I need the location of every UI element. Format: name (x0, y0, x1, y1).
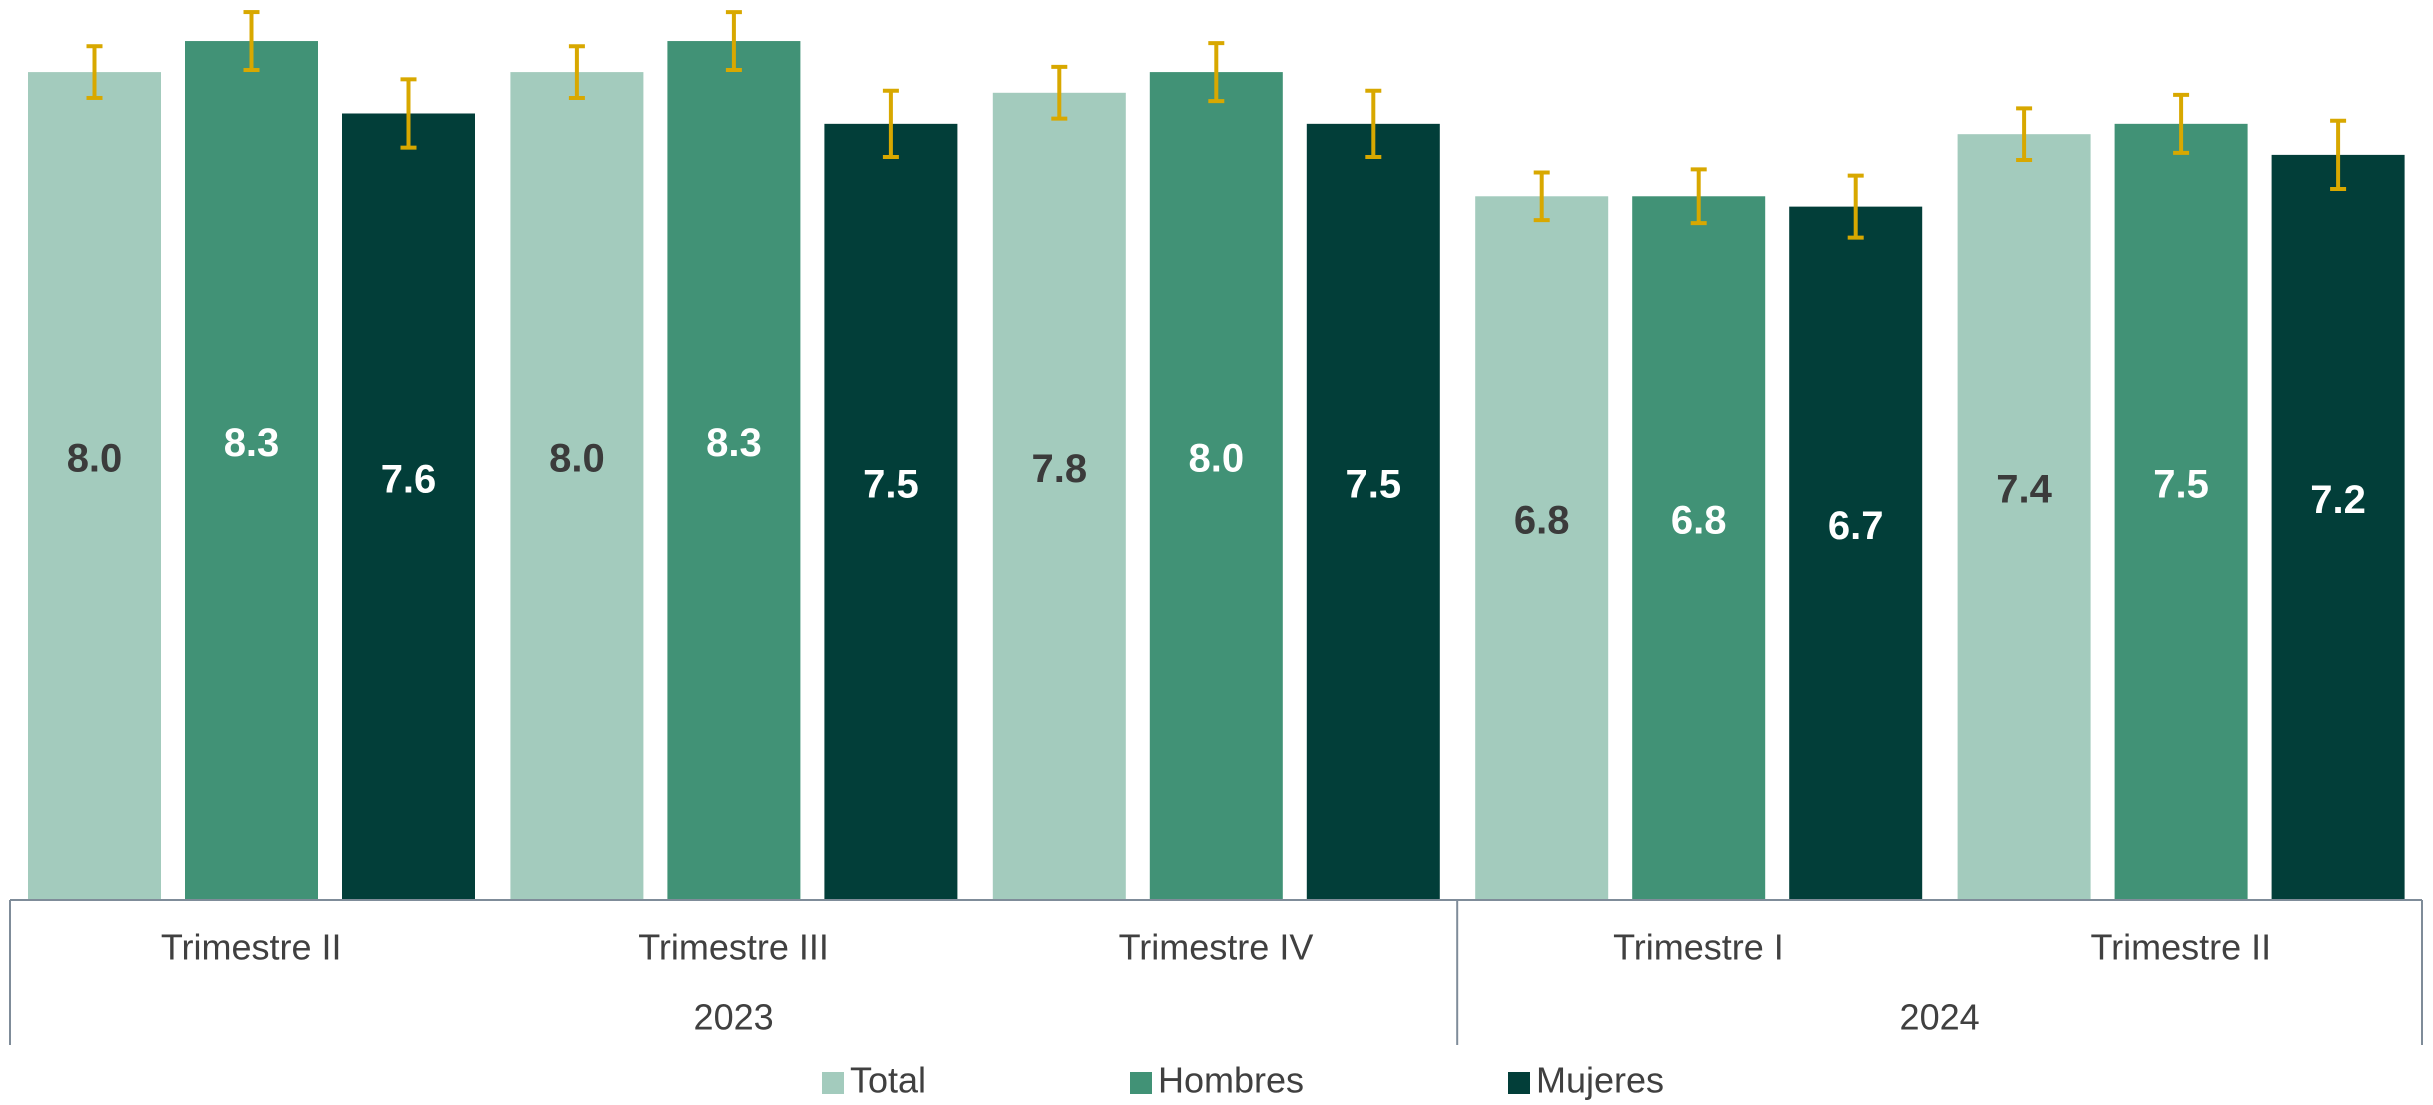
bar-mujeres-2 (1306, 123, 1440, 900)
bar-value-label: 7.5 (863, 462, 919, 506)
x-axis: Trimestre II Trimestre III Trimestre IV Tri… (9, 899, 2423, 1045)
bar-hombres-3 (1632, 196, 1766, 901)
category-label: Trimestre I (1613, 927, 1784, 968)
category-label: Trimestre IV (1119, 927, 1314, 968)
error-bar-total-1 (568, 44, 585, 100)
error-bar-total-2 (1051, 64, 1068, 121)
error-bar-hombres-0 (243, 10, 260, 73)
category-label: Trimestre II (161, 927, 342, 968)
error-bar-hombres-4 (2173, 92, 2190, 155)
bar-value-label: 6.8 (1514, 499, 1570, 543)
bar-labels-layer: 8.0 8.3 7.6 8.0 8.3 7.5 7.8 8.0 7.5 6.8 6.8 6.7 7.4 7… (67, 421, 2366, 548)
legend-item-total: Total (822, 1060, 926, 1101)
bar-value-label: 8.3 (706, 421, 762, 465)
error-bar-mujeres-0 (400, 77, 417, 150)
bar-value-label: 7.4 (1996, 468, 2052, 512)
category-label: Trimestre II (2090, 927, 2271, 968)
error-bar-mujeres-3 (1847, 173, 1864, 240)
error-bar-hombres-1 (725, 10, 742, 73)
bar-mujeres-1 (824, 123, 958, 900)
bar-total-2 (992, 92, 1126, 900)
error-bars-layer (86, 10, 2347, 240)
legend-label: Total (850, 1060, 926, 1101)
bar-mujeres-4 (2271, 154, 2405, 900)
bar-value-label: 7.6 (381, 457, 437, 501)
bars-layer (28, 41, 2405, 901)
error-bar-hombres-3 (1690, 167, 1707, 226)
bar-value-label: 8.0 (549, 437, 605, 481)
bar-total-4 (1957, 134, 2091, 901)
bar-total-3 (1475, 196, 1609, 901)
legend-item-mujeres: Mujeres (1508, 1060, 1664, 1101)
category-label: Trimestre III (638, 927, 829, 968)
legend-item-hombres: Hombres (1130, 1060, 1304, 1101)
error-bar-mujeres-4 (2330, 118, 2347, 192)
bar-value-label: 7.5 (2153, 462, 2209, 506)
bar-mujeres-0 (342, 113, 475, 900)
legend-swatch (1130, 1072, 1152, 1094)
bar-hombres-0 (185, 41, 318, 901)
error-bar-total-0 (86, 44, 103, 100)
legend-swatch (1508, 1072, 1530, 1094)
bar-value-label: 8.3 (224, 421, 280, 465)
bar-mujeres-3 (1789, 206, 1923, 900)
bar-value-label: 7.8 (1031, 447, 1087, 491)
legend-label: Hombres (1158, 1060, 1304, 1101)
group-label: 2023 (694, 997, 774, 1038)
bar-value-label: 6.8 (1671, 499, 1727, 543)
bar-value-label: 7.2 (2310, 478, 2366, 522)
error-bar-mujeres-1 (882, 88, 899, 159)
bar-total-1 (510, 72, 644, 901)
group-label: 2024 (1900, 997, 1980, 1038)
bar-total-0 (28, 72, 161, 901)
error-bar-total-3 (1533, 170, 1550, 223)
bar-value-label: 8.0 (67, 437, 123, 481)
error-bar-hombres-2 (1208, 41, 1225, 104)
bar-value-label: 6.7 (1828, 504, 1884, 548)
bar-hombres-1 (667, 41, 801, 901)
error-bar-mujeres-2 (1365, 88, 1382, 159)
error-bar-total-4 (2016, 106, 2033, 163)
legend-label: Mujeres (1536, 1060, 1664, 1101)
legend-swatch (822, 1072, 844, 1094)
legend: Total Hombres Mujeres (822, 1060, 1664, 1101)
bar-value-label: 7.5 (1345, 462, 1401, 506)
bar-hombres-4 (2114, 123, 2248, 900)
bar-value-label: 8.0 (1188, 437, 1244, 481)
bar-hombres-2 (1149, 72, 1283, 901)
